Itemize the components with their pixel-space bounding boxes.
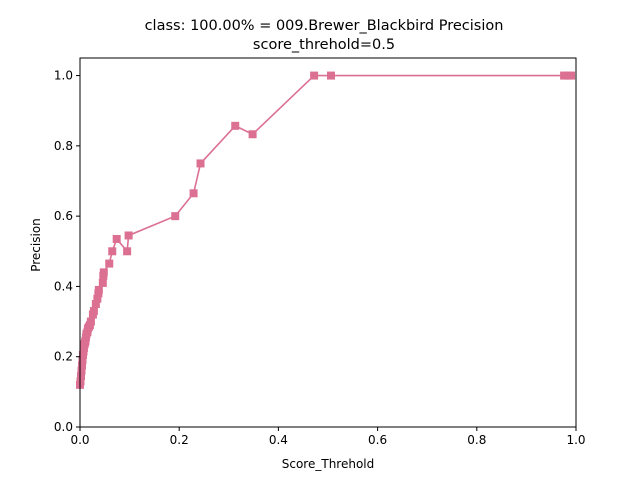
data-point	[196, 159, 205, 168]
data-point	[76, 372, 85, 381]
x-axis-label: Score_Threhold	[282, 457, 375, 471]
chart-title-line2: score_threhold=0.5	[253, 37, 395, 53]
x-tick-label: 0.8	[467, 433, 486, 447]
plot-background	[80, 58, 576, 427]
data-point	[77, 361, 86, 370]
data-point	[189, 189, 198, 198]
x-tick-label: 0.0	[70, 433, 89, 447]
data-point	[123, 247, 132, 256]
y-tick-label: 0.6	[54, 209, 73, 223]
data-point	[91, 300, 100, 308]
y-tick-label: 1.0	[54, 69, 73, 83]
x-tick-label: 0.4	[269, 433, 288, 447]
axes-layer: 0.0 0.2 0.4 0.6 0.8 1.0 0.0 0.2 0.4 0.6 0.8 1.0	[54, 57, 586, 447]
data-point	[77, 366, 86, 375]
data-point	[248, 130, 257, 139]
data-point	[98, 278, 107, 287]
data-point	[326, 71, 335, 80]
data-point	[171, 212, 180, 221]
data-point	[94, 285, 103, 294]
y-tick-label: 0.4	[54, 279, 73, 293]
x-tick-label: 0.6	[368, 433, 387, 447]
data-point	[89, 307, 98, 316]
data-point	[231, 121, 240, 130]
y-axis-label: Precision	[29, 218, 43, 272]
data-point	[108, 247, 117, 256]
data-point	[99, 268, 108, 277]
data-point	[112, 234, 121, 243]
x-tick-label: 1.0	[566, 433, 585, 447]
y-tick-label: 0.0	[54, 420, 73, 434]
data-point	[124, 231, 133, 240]
data-point	[78, 356, 87, 365]
x-tick-label: 0.2	[170, 433, 189, 447]
data-point	[567, 71, 576, 80]
data-point	[310, 71, 319, 80]
y-tick-label: 0.2	[54, 350, 73, 364]
data-point	[105, 259, 114, 268]
plot-area	[80, 58, 576, 427]
data-point	[86, 317, 95, 326]
chart-title-line1: class: 100.00% = 009.Brewer_Blackbird Pr…	[145, 18, 504, 34]
y-tick-label: 0.8	[54, 139, 73, 153]
axes-frame	[79, 57, 577, 428]
series-layer	[76, 71, 576, 389]
data-point	[93, 294, 102, 303]
